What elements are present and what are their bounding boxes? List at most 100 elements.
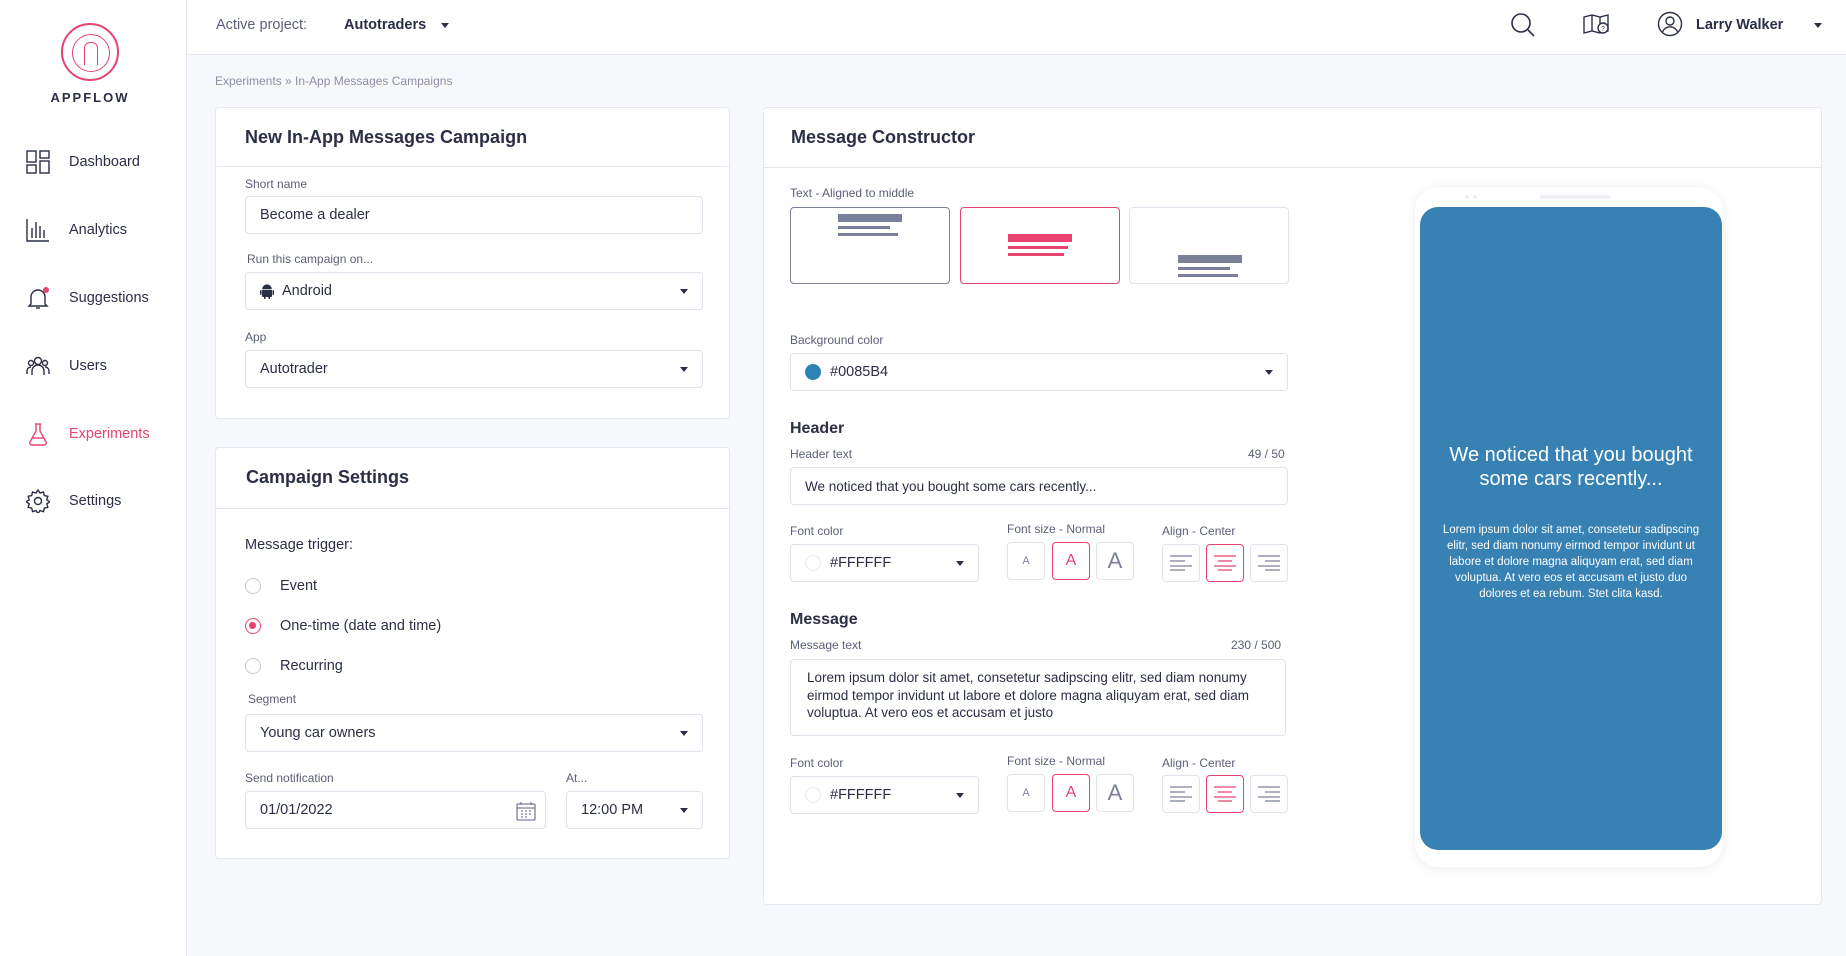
radio-label: Event <box>280 578 318 594</box>
font-size-large-button[interactable]: A <box>1096 542 1134 580</box>
radio-button[interactable] <box>245 658 261 674</box>
chevron-down-icon <box>1265 370 1273 375</box>
platform-select[interactable]: Android <box>245 272 703 310</box>
header-font-color-label: Font color <box>790 524 844 538</box>
font-size-glyph: A <box>1022 555 1030 567</box>
header-font-color-select[interactable]: #FFFFFF <box>790 544 979 582</box>
gear-icon <box>25 488 51 514</box>
message-char-counter: 230 / 500 <box>1231 638 1282 652</box>
short-name-input[interactable]: Become a dealer <box>245 196 703 234</box>
send-date-input[interactable]: 01/01/2022 <box>245 791 546 829</box>
align-left-button[interactable] <box>1162 544 1200 582</box>
message-text-label: Message text <box>790 638 862 652</box>
header-font-color-value: #FFFFFF <box>830 555 892 571</box>
sidebar-item-users[interactable]: Users <box>25 351 107 381</box>
sidebar: APPFLOW Dashboard Analytics Suggestions … <box>0 0 187 956</box>
message-font-color-label: Font color <box>790 756 844 770</box>
users-icon <box>25 353 51 379</box>
font-size-small-button[interactable]: A <box>1007 542 1045 580</box>
font-size-glyph: A <box>1065 784 1077 801</box>
align-left-button[interactable] <box>1162 775 1200 813</box>
at-time-label: At... <box>566 771 588 785</box>
sidebar-item-label: Experiments <box>69 426 150 442</box>
bell-icon <box>25 285 51 311</box>
search-icon[interactable] <box>1510 12 1536 43</box>
settings-title: Campaign Settings <box>246 467 410 487</box>
align-center-button[interactable] <box>1206 775 1244 813</box>
send-notification-label: Send notification <box>245 771 334 785</box>
header-font-size-label: Font size - Normal <box>1007 522 1106 536</box>
layout-option-bottom[interactable] <box>1129 207 1289 284</box>
font-size-normal-button[interactable]: A <box>1052 542 1090 580</box>
sidebar-item-dashboard[interactable]: Dashboard <box>25 147 140 177</box>
trigger-option-event[interactable]: Event <box>245 578 317 594</box>
sidebar-item-analytics[interactable]: Analytics <box>25 215 127 245</box>
top-bar: Active project: Autotraders ? Larry Walk… <box>187 0 1846 55</box>
align-right-button[interactable] <box>1250 544 1288 582</box>
app-select[interactable]: Autotrader <box>245 350 703 388</box>
radio-button[interactable] <box>245 578 261 594</box>
chevron-down-icon <box>956 793 964 798</box>
trigger-option-recurring[interactable]: Recurring <box>245 658 343 674</box>
chevron-down-icon <box>956 561 964 566</box>
sidebar-item-label: Settings <box>69 493 122 509</box>
align-right-icon <box>1258 786 1280 802</box>
phone-speaker <box>1540 195 1610 199</box>
background-color-select[interactable]: #0085B4 <box>790 353 1288 391</box>
sidebar-item-experiments[interactable]: Experiments <box>25 419 150 449</box>
time-value: 12:00 PM <box>581 802 644 818</box>
user-name[interactable]: Larry Walker <box>1696 17 1784 33</box>
font-size-glyph: A <box>1022 787 1030 799</box>
sidebar-item-suggestions[interactable]: Suggestions <box>25 283 149 313</box>
appflow-logo[interactable]: APPFLOW <box>47 23 133 105</box>
user-avatar-icon[interactable] <box>1657 11 1683 42</box>
color-swatch <box>805 787 821 803</box>
chevron-down-icon <box>680 367 688 372</box>
phone-screen: We noticed that you bought some cars rec… <box>1420 207 1722 850</box>
chevron-down-icon[interactable] <box>441 23 449 28</box>
help-book-icon[interactable]: ? <box>1582 11 1610 44</box>
font-size-glyph: A <box>1065 552 1077 569</box>
layout-bar <box>1178 274 1238 277</box>
analytics-icon <box>25 217 51 243</box>
trigger-option-one-time[interactable]: One-time (date and time) <box>245 618 441 634</box>
font-size-small-button[interactable]: A <box>1007 774 1045 812</box>
send-date-value: 01/01/2022 <box>260 802 333 818</box>
segment-label: Segment <box>248 692 297 706</box>
header-char-counter: 49 / 50 <box>1248 447 1285 461</box>
message-trigger-label: Message trigger: <box>245 537 353 553</box>
active-project-selector[interactable]: Autotraders <box>344 17 427 33</box>
segment-select[interactable]: Young car owners <box>245 714 703 752</box>
breadcrumb[interactable]: Experiments » In-App Messages Campaigns <box>215 74 453 88</box>
font-size-glyph: A <box>1107 548 1123 573</box>
divider <box>216 508 729 509</box>
message-font-color-select[interactable]: #FFFFFF <box>790 776 979 814</box>
time-select[interactable]: 12:00 PM <box>566 791 703 829</box>
chevron-down-icon[interactable] <box>1814 23 1822 28</box>
sidebar-item-label: Suggestions <box>69 290 149 306</box>
align-center-button[interactable] <box>1206 544 1244 582</box>
font-size-large-button[interactable]: A <box>1096 774 1134 812</box>
radio-button[interactable] <box>245 618 261 634</box>
layout-option-middle[interactable] <box>960 207 1120 284</box>
preview-header: We noticed that you bought some cars rec… <box>1449 444 1693 490</box>
message-text-value: Lorem ipsum dolor sit amet, consetetur s… <box>807 670 1249 720</box>
logo-mark-icon <box>61 23 119 81</box>
sidebar-item-settings[interactable]: Settings <box>25 486 121 516</box>
short-name-value: Become a dealer <box>260 207 370 223</box>
font-size-normal-button[interactable]: A <box>1052 774 1090 812</box>
align-left-icon <box>1170 786 1192 802</box>
layout-option-top[interactable] <box>790 207 950 284</box>
flask-icon <box>25 421 51 447</box>
message-font-color-value: #FFFFFF <box>830 787 892 803</box>
calendar-icon[interactable] <box>516 801 536 821</box>
message-text-area[interactable]: Lorem ipsum dolor sit amet, consetetur s… <box>790 659 1286 736</box>
chevron-down-icon <box>680 731 688 736</box>
header-text-input[interactable]: We noticed that you bought some cars rec… <box>790 467 1288 505</box>
dashboard-icon <box>25 149 51 175</box>
align-right-button[interactable] <box>1250 775 1288 813</box>
phone-sensor <box>1473 195 1477 199</box>
header-text-label: Header text <box>790 447 853 461</box>
color-swatch <box>805 364 821 380</box>
app-value: Autotrader <box>260 361 328 377</box>
